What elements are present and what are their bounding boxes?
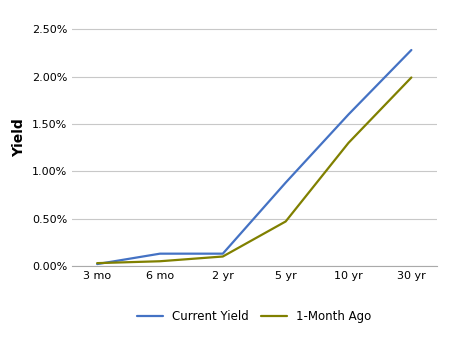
Current Yield [158, 252, 163, 256]
Current Yield [220, 252, 225, 256]
Line: Current Yield: Current Yield [97, 50, 411, 264]
1-Month Ago [158, 259, 163, 263]
Line: 1-Month Ago: 1-Month Ago [97, 77, 411, 263]
Current Yield [409, 48, 414, 52]
Y-axis label: Yield: Yield [12, 119, 26, 158]
Legend: Current Yield, 1-Month Ago: Current Yield, 1-Month Ago [137, 310, 372, 323]
1-Month Ago [94, 261, 100, 265]
1-Month Ago [346, 141, 351, 145]
1-Month Ago [409, 75, 414, 79]
Current Yield [346, 113, 351, 117]
Current Yield [283, 181, 288, 185]
1-Month Ago [220, 254, 225, 258]
1-Month Ago [283, 219, 288, 223]
Current Yield [94, 262, 100, 266]
